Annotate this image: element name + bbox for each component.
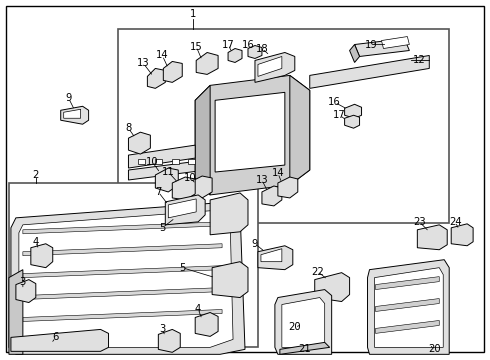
Text: 4: 4 [195, 305, 201, 315]
Polygon shape [451, 224, 473, 246]
Polygon shape [290, 75, 310, 185]
Polygon shape [158, 329, 180, 352]
Text: 5: 5 [179, 263, 185, 273]
Bar [188, 159, 195, 164]
Polygon shape [23, 266, 222, 278]
Text: 13: 13 [256, 175, 268, 185]
Polygon shape [315, 273, 349, 302]
Text: 22: 22 [311, 267, 324, 276]
Text: 16: 16 [328, 97, 341, 107]
Polygon shape [349, 45, 360, 62]
Text: 20: 20 [428, 345, 441, 354]
Text: 10: 10 [184, 173, 196, 183]
Text: 10: 10 [146, 157, 159, 167]
Polygon shape [258, 57, 282, 76]
Text: 17: 17 [221, 40, 234, 50]
Text: 15: 15 [190, 41, 202, 51]
Polygon shape [128, 145, 195, 168]
Polygon shape [11, 202, 245, 354]
Polygon shape [31, 244, 53, 268]
Polygon shape [128, 155, 245, 180]
Polygon shape [196, 53, 218, 75]
Polygon shape [310, 55, 429, 88]
Text: 23: 23 [413, 217, 426, 227]
Polygon shape [280, 342, 330, 354]
Polygon shape [262, 186, 282, 206]
Polygon shape [375, 276, 439, 289]
Text: 6: 6 [52, 332, 59, 342]
Bar [9, 183, 258, 347]
Polygon shape [382, 37, 409, 49]
Polygon shape [344, 115, 360, 128]
Polygon shape [375, 298, 439, 311]
Polygon shape [168, 199, 196, 218]
Text: 9: 9 [252, 239, 258, 249]
Text: 1: 1 [190, 9, 196, 19]
Polygon shape [282, 298, 325, 347]
Text: 3: 3 [20, 276, 26, 287]
Polygon shape [147, 68, 165, 88]
Polygon shape [344, 104, 362, 118]
Text: 5: 5 [159, 223, 166, 233]
Polygon shape [258, 246, 293, 270]
Polygon shape [190, 176, 212, 198]
Text: 7: 7 [155, 187, 162, 197]
Text: 24: 24 [449, 217, 462, 227]
Polygon shape [163, 62, 182, 82]
Text: 4: 4 [33, 237, 39, 247]
Polygon shape [23, 244, 222, 256]
Polygon shape [23, 310, 222, 321]
Polygon shape [16, 280, 36, 302]
Polygon shape [61, 106, 89, 124]
Polygon shape [261, 249, 282, 262]
Polygon shape [9, 270, 23, 354]
Polygon shape [417, 225, 447, 250]
Polygon shape [215, 92, 285, 172]
Text: 13: 13 [137, 58, 150, 68]
Text: 3: 3 [159, 324, 166, 334]
Polygon shape [195, 312, 218, 336]
Polygon shape [195, 85, 210, 195]
Text: 2: 2 [33, 170, 39, 180]
Text: 16: 16 [242, 40, 254, 50]
Bar [138, 159, 146, 164]
Polygon shape [248, 45, 262, 58]
Text: 12: 12 [413, 55, 426, 66]
Text: 14: 14 [156, 50, 169, 60]
Bar [119, 28, 449, 223]
Text: 11: 11 [162, 167, 174, 177]
Text: 21: 21 [298, 345, 311, 354]
Polygon shape [155, 168, 178, 192]
Polygon shape [278, 177, 298, 198]
Bar [172, 159, 179, 164]
Polygon shape [375, 320, 439, 333]
Polygon shape [368, 260, 449, 354]
Polygon shape [255, 53, 295, 82]
Polygon shape [128, 132, 150, 154]
Polygon shape [64, 109, 81, 118]
Polygon shape [11, 329, 108, 351]
Text: 9: 9 [66, 93, 72, 103]
Polygon shape [165, 195, 205, 225]
Polygon shape [228, 49, 242, 62]
Text: 14: 14 [271, 168, 284, 178]
Bar [155, 159, 162, 164]
Polygon shape [195, 75, 310, 195]
Polygon shape [210, 193, 248, 235]
Polygon shape [374, 268, 443, 347]
Polygon shape [355, 39, 409, 57]
Text: 20: 20 [289, 323, 301, 332]
Text: 19: 19 [365, 40, 378, 50]
Polygon shape [19, 210, 233, 347]
Text: 17: 17 [333, 110, 346, 120]
Polygon shape [172, 177, 195, 200]
Polygon shape [23, 288, 222, 300]
Polygon shape [275, 289, 332, 354]
Text: 18: 18 [256, 44, 268, 54]
Text: 8: 8 [125, 123, 132, 133]
Polygon shape [212, 262, 248, 298]
Polygon shape [23, 222, 222, 234]
